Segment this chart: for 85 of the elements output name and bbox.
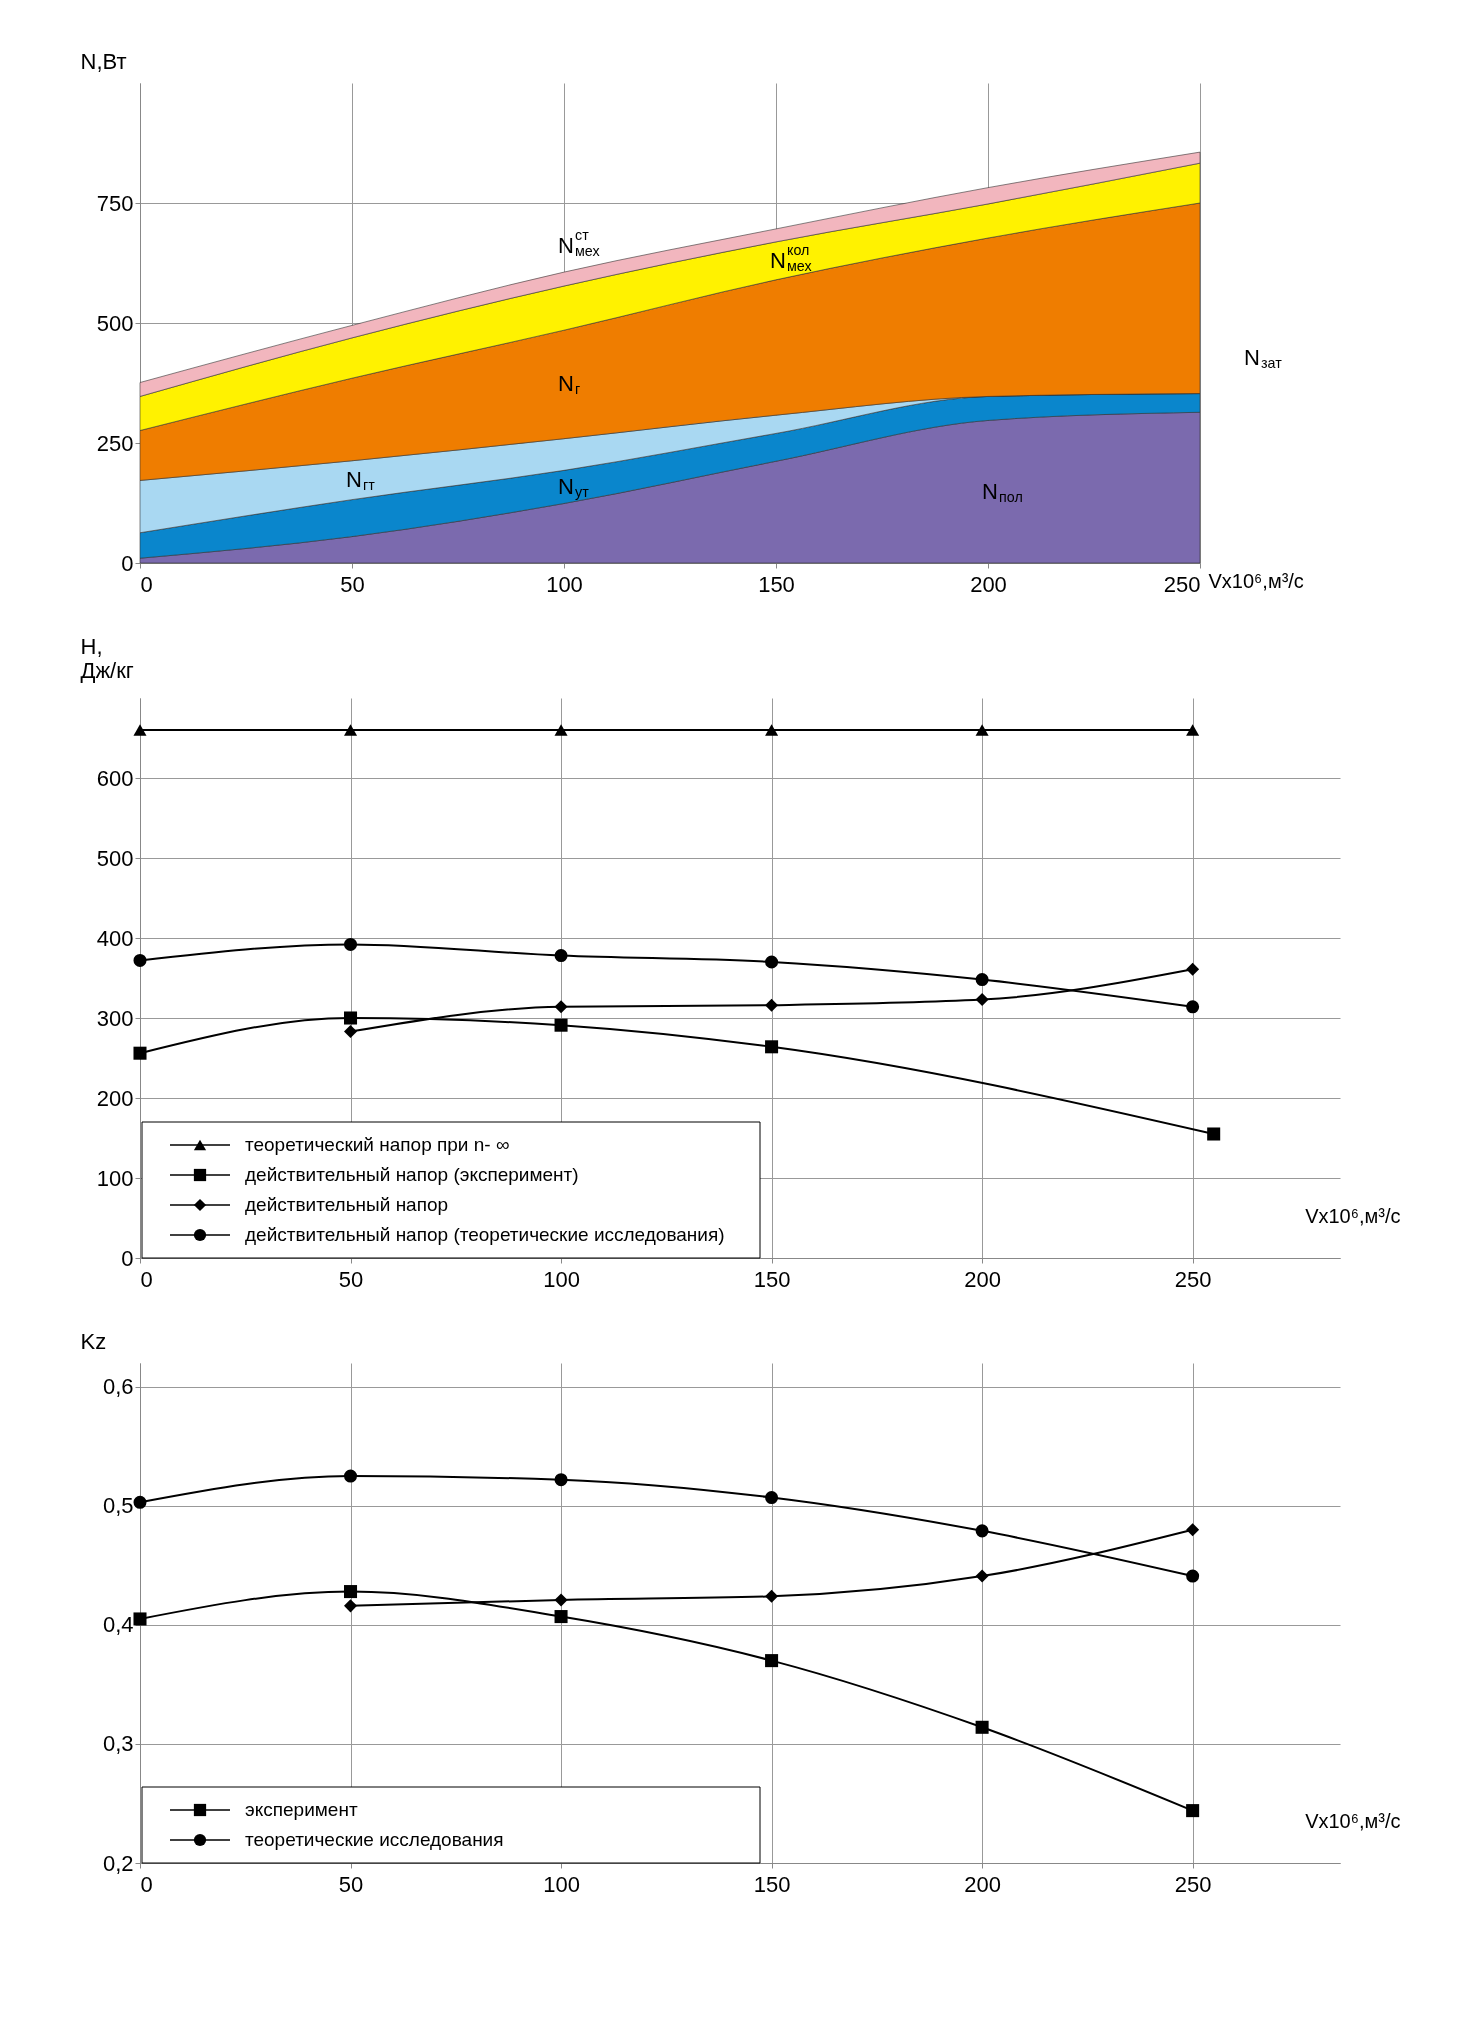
x-tick-label: 250 (1174, 1266, 1212, 1292)
legend-label: действительный напор (эксперимент) (245, 1164, 579, 1185)
point (554, 724, 568, 736)
y-tick-label: 400 (96, 925, 134, 951)
y-axis-title: Kz (80, 1328, 107, 1354)
point (133, 1046, 147, 1060)
point (765, 1040, 779, 1054)
y-tick-label: 300 (96, 1005, 134, 1031)
x-tick-label: 200 (964, 1871, 1001, 1897)
x-tick-label: 250 (1163, 571, 1201, 597)
legend-label: эксперимент (245, 1799, 358, 1820)
y-tick-label: 0,6 (102, 1374, 134, 1400)
point (133, 953, 147, 967)
x-tick-label: 50 (338, 1266, 364, 1292)
point (344, 1025, 358, 1039)
point (975, 973, 989, 987)
point (975, 1720, 989, 1734)
point (765, 955, 779, 969)
legend-label: действительный напор (теоретические исследования) (245, 1224, 725, 1245)
y-tick-label: 0 (121, 1245, 134, 1271)
point (765, 1589, 779, 1603)
point (133, 1495, 147, 1509)
y-tick-label: 500 (96, 310, 134, 336)
y-tick-label: 500 (96, 845, 134, 871)
x-tick-label: 100 (543, 1871, 580, 1897)
point (554, 1610, 568, 1624)
point (554, 1018, 568, 1032)
x-tick-label: 250 (1174, 1871, 1212, 1897)
legend-label: теоретический напор при n- ∞ (245, 1134, 510, 1155)
point (554, 1593, 568, 1607)
point (344, 1599, 358, 1613)
x-axis-title: Vx10⁶,м³/с (1305, 1204, 1401, 1227)
point (344, 724, 358, 736)
x-tick-label: 50 (338, 1871, 364, 1897)
x-axis-title: Vx10⁶,м³/с (1305, 1809, 1401, 1832)
point (344, 1011, 358, 1025)
y-tick-label: 250 (96, 430, 134, 456)
x-tick-label: 150 (753, 1871, 791, 1897)
x-axis-title: Vx10⁶,м³/с (1208, 569, 1304, 592)
point (344, 1469, 358, 1483)
y-tick-label: 0,3 (102, 1731, 134, 1757)
legend-label: действительный напор (245, 1194, 449, 1215)
point (133, 1612, 147, 1626)
x-tick-label: 0 (140, 571, 153, 597)
x-tick-label: 0 (140, 1266, 153, 1292)
y-axis-title: H, Дж/кг (80, 633, 134, 683)
point (344, 937, 358, 951)
point (1207, 1127, 1221, 1141)
y-tick-label: 600 (96, 765, 134, 791)
point (554, 1473, 568, 1487)
point (1186, 1000, 1200, 1014)
point (765, 1491, 779, 1505)
x-tick-label: 200 (970, 571, 1007, 597)
y-tick-label: 0,2 (102, 1850, 134, 1876)
x-tick-label: 50 (340, 571, 365, 597)
point (975, 1524, 989, 1538)
point (133, 724, 147, 736)
point (1186, 724, 1200, 736)
x-tick-label: 100 (543, 1266, 580, 1292)
y-tick-label: 200 (96, 1085, 134, 1111)
point (554, 949, 568, 963)
point (975, 993, 989, 1007)
point (1186, 1569, 1200, 1583)
point (1186, 1804, 1200, 1818)
point (765, 724, 779, 736)
x-tick-label: 200 (964, 1266, 1001, 1292)
x-tick-label: 0 (140, 1871, 153, 1897)
point (975, 724, 989, 736)
point (765, 1654, 779, 1668)
point (975, 1569, 989, 1583)
y-axis-title: N,Вт (80, 48, 127, 74)
x-tick-label: 150 (753, 1266, 791, 1292)
x-tick-label: 100 (546, 571, 583, 597)
point (765, 998, 779, 1012)
legend-label: теоретические исследования (245, 1829, 504, 1850)
point (554, 1000, 568, 1014)
y-tick-label: 750 (96, 190, 134, 216)
y-tick-label: 0 (121, 550, 134, 576)
x-tick-label: 150 (758, 571, 795, 597)
point (1186, 1523, 1200, 1537)
y-tick-label: 0,4 (102, 1612, 134, 1638)
y-tick-label: 100 (96, 1165, 134, 1191)
point (344, 1585, 358, 1599)
point (1186, 962, 1200, 976)
y-tick-label: 0,5 (102, 1493, 134, 1519)
